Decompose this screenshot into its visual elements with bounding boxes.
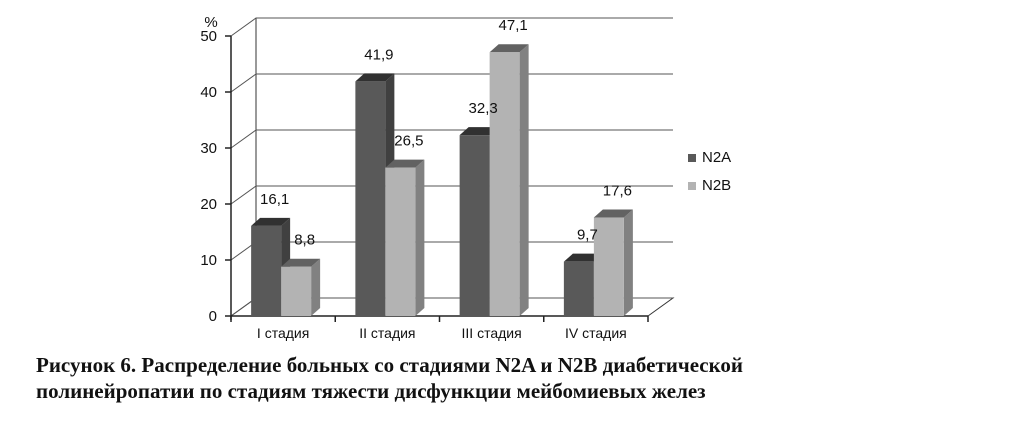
bar-side [519, 44, 529, 317]
gridline [230, 73, 673, 93]
gridline [230, 129, 673, 149]
data-label: 16,1 [260, 191, 289, 208]
x-tick-label: III стадия [462, 325, 522, 341]
figure-caption: Рисунок 6. Распределение больных со стад… [36, 352, 996, 404]
bar-side [623, 209, 633, 316]
y-tick-label: 30 [200, 140, 217, 157]
data-label: 9,7 [577, 227, 598, 244]
bar-n2a-1 [251, 225, 282, 316]
y-tick-label: 20 [200, 196, 217, 213]
y-axis-unit: % [204, 14, 217, 31]
gridline [230, 17, 673, 37]
bar-n2b-1 [281, 266, 312, 316]
legend-swatch-n2a [688, 154, 696, 162]
bar-n2b-2 [385, 167, 416, 316]
legend-label-n2b: N2B [702, 177, 731, 194]
bar-n2a-4 [563, 261, 594, 316]
bar-top [459, 127, 499, 136]
caption-line-1: Рисунок 6. Распределение больных со стад… [36, 353, 744, 377]
y-tick-label: 0 [209, 308, 217, 325]
data-label: 8,8 [294, 232, 315, 249]
y-tick-label: 40 [200, 84, 217, 101]
bar-top [489, 44, 529, 53]
bar-top [385, 159, 425, 168]
chart-legend: N2A N2B [688, 149, 731, 194]
y-tick-label: 50 [200, 28, 217, 45]
bar-n2a-3 [459, 135, 490, 316]
bar-top [563, 253, 603, 262]
caption-line-2: полинейропатии по стадиям тяжести дисфун… [36, 379, 706, 403]
x-tick-label: II стадия [359, 325, 415, 341]
bar-top [593, 209, 633, 218]
legend-label-n2a: N2A [702, 149, 731, 166]
chart-bars [251, 44, 633, 317]
data-label: 32,3 [469, 100, 498, 117]
bar-top [355, 73, 395, 82]
bar-top [281, 258, 321, 267]
data-label: 47,1 [499, 17, 528, 34]
legend-swatch-n2b [688, 182, 696, 190]
y-tick-label: 10 [200, 252, 217, 269]
x-tick-label: I стадия [257, 325, 309, 341]
gridline [230, 185, 673, 205]
x-tick-label: IV стадия [565, 325, 627, 341]
bar-n2a-2 [355, 81, 386, 316]
chart-value-labels: 16,1 8,8 41,9 26,5 32,3 47,1 9,7 17,6 [260, 17, 632, 248]
bar-n2b-3 [489, 52, 520, 317]
bar-side [311, 258, 321, 316]
bar-side [415, 159, 425, 316]
bar-chart: 0 10 20 30 40 50% I стадия II стадия III стадия I… [200, 14, 731, 341]
data-label: 41,9 [364, 46, 393, 63]
bar-n2b-4 [593, 217, 624, 316]
data-label: 26,5 [394, 133, 423, 150]
data-label: 17,6 [603, 182, 632, 199]
bar-top [251, 217, 291, 226]
